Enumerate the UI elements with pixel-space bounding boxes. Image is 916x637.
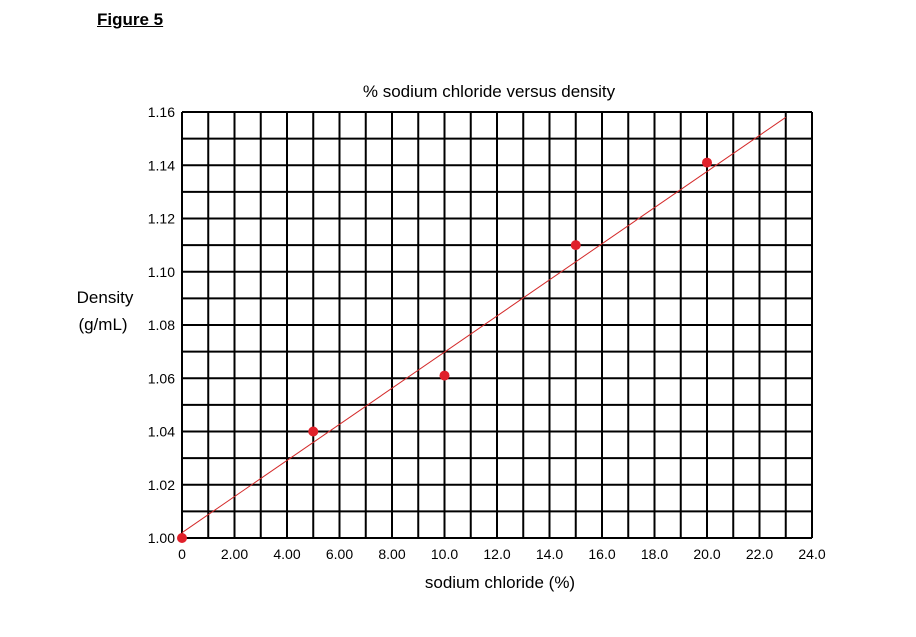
- x-tick-label: 12.0: [483, 546, 510, 562]
- y-axis-title-line1: Density: [77, 288, 134, 307]
- x-tick-label: 24.0: [798, 546, 825, 562]
- x-tick-label: 8.00: [378, 546, 405, 562]
- trendline: [181, 116, 787, 534]
- x-tick-label: 20.0: [693, 546, 720, 562]
- data-point: [308, 426, 319, 437]
- data-point: [570, 240, 581, 251]
- y-tick-label: 1.08: [148, 317, 175, 333]
- x-tick-label: 6.00: [326, 546, 353, 562]
- figure-label: Figure 5: [97, 10, 164, 29]
- y-tick-label: 1.12: [148, 211, 175, 227]
- data-point: [439, 370, 450, 381]
- y-tick-label: 1.04: [148, 424, 175, 440]
- y-tick-label: 1.02: [148, 477, 175, 493]
- data-point: [177, 533, 187, 543]
- chart-title: % sodium chloride versus density: [363, 82, 616, 101]
- x-tick-labels: 0 2.00 4.00 6.00 8.00 10.0 12.0 14.0 16.0 18.0 20.…: [178, 546, 826, 562]
- y-tick-label: 1.14: [148, 157, 175, 173]
- x-tick-label: 2.00: [221, 546, 248, 562]
- y-tick-label: 1.06: [148, 370, 175, 386]
- x-tick-label: 4.00: [273, 546, 300, 562]
- x-tick-label: 16.0: [588, 546, 615, 562]
- y-tick-label: 1.16: [148, 104, 175, 120]
- data-point: [702, 157, 712, 168]
- x-tick-label: 10.0: [431, 546, 458, 562]
- y-tick-label: 1.00: [148, 530, 175, 546]
- y-axis-title-line2: (g/mL): [78, 315, 127, 334]
- data-points: [177, 157, 712, 543]
- y-tick-label: 1.10: [148, 264, 175, 280]
- x-tick-label: 0: [178, 546, 186, 562]
- chart-grid: [181, 111, 813, 539]
- y-tick-labels: 1.00 1.02 1.04 1.06 1.08 1.10 1.12 1.14 1.16: [148, 104, 175, 546]
- trendline-group: [181, 116, 787, 534]
- x-tick-label: 18.0: [641, 546, 668, 562]
- x-axis-title: sodium chloride (%): [425, 573, 575, 592]
- x-tick-label: 14.0: [536, 546, 563, 562]
- x-tick-label: 22.0: [746, 546, 773, 562]
